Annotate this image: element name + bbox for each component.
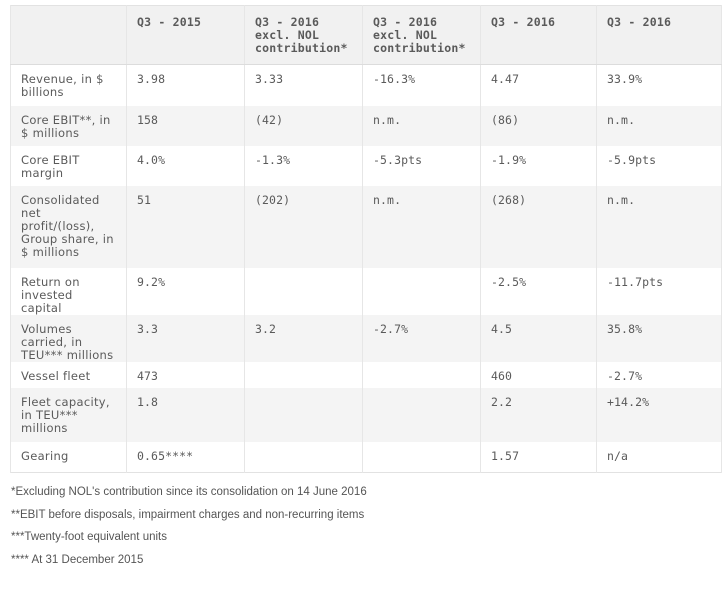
footnote-gearing-date: **** At 31 December 2015 [11, 553, 144, 566]
table-cell: 4.0% [126, 146, 245, 186]
row-label: Gearing [10, 442, 127, 473]
table-cell: -1.3% [244, 146, 363, 186]
table-cell [244, 388, 363, 442]
header-cell-q3-2016: Q3 - 2016 [480, 5, 597, 65]
table-cell: -2.7% [362, 315, 481, 362]
table-cell [362, 442, 481, 473]
table-cell [362, 388, 481, 442]
footnote-teu: ***Twenty-foot equivalent units [11, 531, 167, 543]
table-cell: 4.47 [480, 64, 597, 106]
table-cell [244, 268, 363, 315]
financial-results-table-wrapper: Q3 - 2015 Q3 - 2016 excl. NOL contributi… [10, 5, 722, 473]
table-cell: -11.7pts [596, 268, 722, 315]
table-cell: 473 [126, 362, 245, 388]
table-cell: 1.8 [126, 388, 245, 442]
table-row: Gearing 0.65**** 1.57 n/a [10, 442, 722, 473]
table-cell: -5.3pts [362, 146, 481, 186]
row-label: Vessel fleet [10, 362, 127, 388]
table-cell: 3.3 [126, 315, 245, 362]
header-cell-metric [10, 5, 127, 65]
table-cell: -1.9% [480, 146, 597, 186]
table-cell: -16.3% [362, 64, 481, 106]
header-cell-q3-2016-excl-nol-change: Q3 - 2016 excl. NOL contribution* [362, 5, 481, 65]
table-cell: +14.2% [596, 388, 722, 442]
table-cell: -2.7% [596, 362, 722, 388]
row-label: Core EBIT**, in $ millions [10, 106, 127, 146]
table-cell [244, 442, 363, 473]
header-cell-q3-2015: Q3 - 2015 [126, 5, 245, 65]
table-header: Q3 - 2015 Q3 - 2016 excl. NOL contributi… [10, 5, 722, 65]
table-cell: -2.5% [480, 268, 597, 315]
row-label: Return on invested capital [10, 268, 127, 315]
table-cell: 158 [126, 106, 245, 146]
table-cell: (86) [480, 106, 597, 146]
financial-results-table: Q3 - 2015 Q3 - 2016 excl. NOL contributi… [10, 5, 722, 473]
table-cell: n.m. [596, 106, 722, 146]
header-cell-q3-2016-excl-nol: Q3 - 2016 excl. NOL contribution* [244, 5, 363, 65]
table-row: Volumes carried, in TEU*** millions 3.3 … [10, 315, 722, 362]
header-cell-q3-2016-change: Q3 - 2016 [596, 5, 722, 65]
table-cell: 1.57 [480, 442, 597, 473]
table-row: Core EBIT margin 4.0% -1.3% -5.3pts -1.9… [10, 146, 722, 186]
footnotes: *Excluding NOL's contribution since its … [11, 486, 367, 576]
table-cell: 51 [126, 186, 245, 268]
table-cell: (268) [480, 186, 597, 268]
row-label: Consolidated net profit/(loss), Group sh… [10, 186, 127, 268]
row-label: Core EBIT margin [10, 146, 127, 186]
footnote-ebit: **EBIT before disposals, impairment char… [11, 508, 365, 521]
table-cell: 9.2% [126, 268, 245, 315]
table-cell: (202) [244, 186, 363, 268]
row-label: Volumes carried, in TEU*** millions [10, 315, 127, 362]
table-cell: 0.65**** [126, 442, 245, 473]
table-cell [362, 268, 481, 315]
table-cell: (42) [244, 106, 363, 146]
table-cell: -5.9pts [596, 146, 722, 186]
table-cell: 3.98 [126, 64, 245, 106]
table-cell [244, 362, 363, 388]
table-row: Fleet capacity, in TEU*** millions 1.8 2… [10, 388, 722, 442]
table-cell: 460 [480, 362, 597, 388]
table-row: Vessel fleet 473 460 -2.7% [10, 362, 722, 388]
table-cell: 35.8% [596, 315, 722, 362]
table-cell: n.m. [596, 186, 722, 268]
table-row: Core EBIT**, in $ millions 158 (42) n.m.… [10, 106, 722, 146]
table-cell: n.m. [362, 106, 481, 146]
table-cell: 4.5 [480, 315, 597, 362]
table-cell: n/a [596, 442, 722, 473]
table-cell [362, 362, 481, 388]
table-cell: n.m. [362, 186, 481, 268]
footnote-nol: *Excluding NOL's contribution since its … [11, 486, 367, 498]
table-row: Consolidated net profit/(loss), Group sh… [10, 186, 722, 268]
table-cell: 3.33 [244, 64, 363, 106]
table-cell: 33.9% [596, 64, 722, 106]
table-row: Return on invested capital 9.2% -2.5% -1… [10, 268, 722, 315]
table-cell: 2.2 [480, 388, 597, 442]
table-body: Revenue, in $ billions 3.98 3.33 -16.3% … [10, 64, 722, 473]
row-label: Fleet capacity, in TEU*** millions [10, 388, 127, 442]
table-cell: 3.2 [244, 315, 363, 362]
row-label: Revenue, in $ billions [10, 64, 127, 106]
header-row: Q3 - 2015 Q3 - 2016 excl. NOL contributi… [10, 5, 722, 65]
table-row: Revenue, in $ billions 3.98 3.33 -16.3% … [10, 64, 722, 106]
